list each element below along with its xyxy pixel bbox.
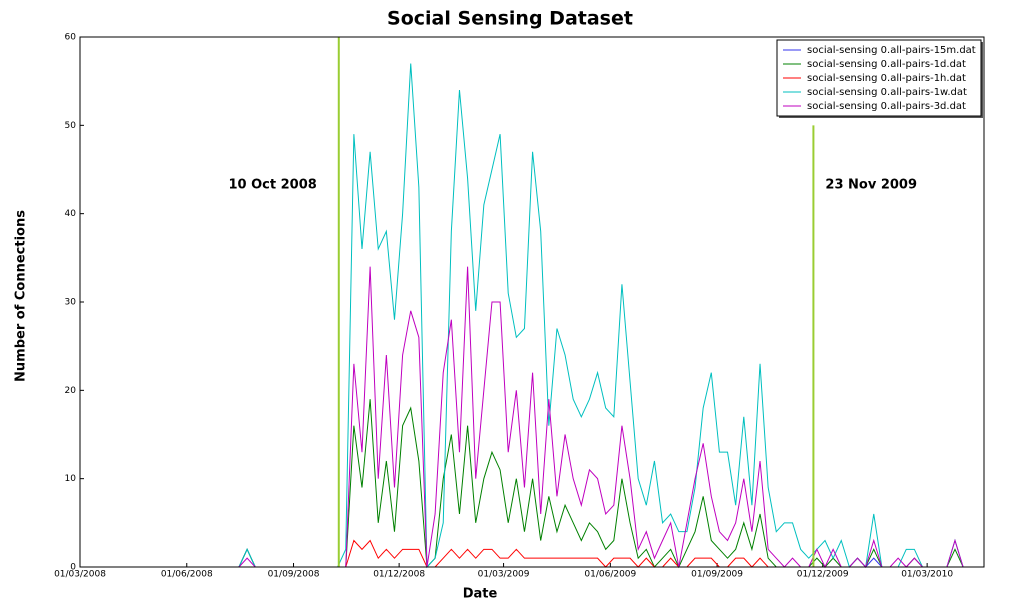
chart-title: Social Sensing Dataset: [387, 8, 633, 30]
x-tick-label: 01/09/2008: [268, 570, 320, 580]
series-line: [80, 399, 984, 569]
y-tick-label: 10: [65, 474, 77, 484]
y-tick-label: 20: [65, 386, 77, 396]
series-line: [80, 266, 984, 569]
legend-label: social-sensing 0.all-pairs-1w.dat: [807, 87, 967, 98]
legend-label: social-sensing 0.all-pairs-1d.dat: [807, 59, 966, 70]
plot-frame: [79, 36, 985, 568]
annotation-label: 23 Nov 2009: [825, 178, 917, 193]
legend-label: social-sensing 0.all-pairs-15m.dat: [807, 45, 976, 56]
x-axis-label: Date: [463, 587, 498, 602]
legend-label: social-sensing 0.all-pairs-1h.dat: [807, 73, 966, 84]
x-tick-label: 01/06/2008: [161, 570, 213, 580]
x-tick-label: 01/06/2009: [584, 570, 636, 580]
y-tick-label: 0: [70, 563, 76, 573]
annotation-label: 10 Oct 2008: [228, 178, 316, 193]
y-tick-label: 60: [65, 33, 77, 43]
x-tick-label: 01/12/2008: [373, 570, 425, 580]
y-tick-label: 40: [65, 209, 77, 219]
x-tick-label: 01/12/2009: [797, 570, 849, 580]
x-tick-label: 01/03/2008: [54, 570, 106, 580]
legend-box: [776, 39, 982, 117]
x-tick-label: 01/03/2009: [478, 570, 530, 580]
series-line: [80, 63, 984, 569]
x-tick-label: 01/03/2010: [901, 570, 953, 580]
y-axis-label: Number of Connections: [14, 210, 29, 382]
y-tick-label: 50: [65, 121, 77, 131]
x-tick-label: 01/09/2009: [691, 570, 743, 580]
y-tick-label: 30: [65, 298, 77, 308]
legend-label: social-sensing 0.all-pairs-3d.dat: [807, 101, 966, 112]
